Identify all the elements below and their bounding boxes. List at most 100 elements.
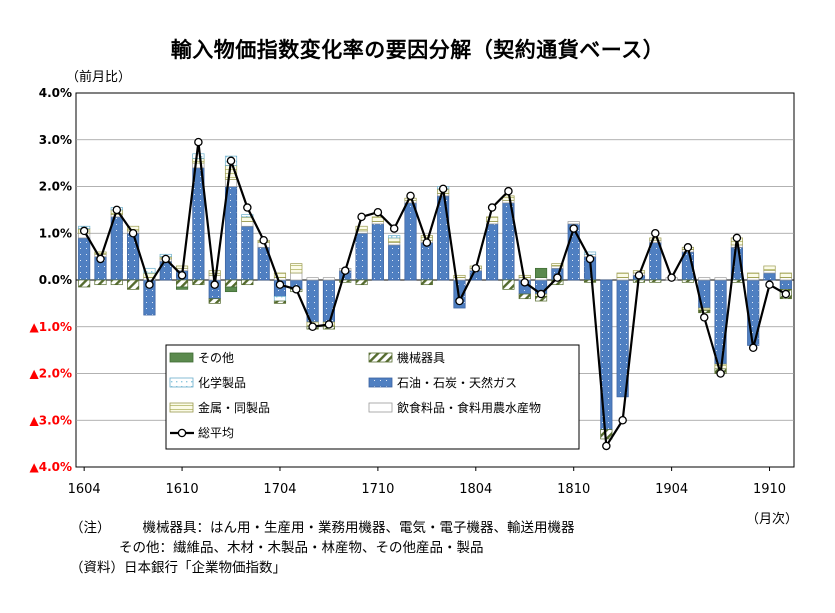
total-point <box>553 273 562 282</box>
bar-oil <box>110 216 123 281</box>
total-point <box>324 320 334 329</box>
bar-machinery <box>339 279 352 283</box>
legend-label-oil: 石油・石炭・天然ガス <box>397 375 517 390</box>
x-tick-label: 1604 <box>68 482 101 497</box>
note-machinery-definition: 機械器具：はん用・生産用・業務用機器、電気・電子機器、輸送用機器 <box>142 520 575 536</box>
y-tick-label: ▲1.0% <box>29 320 72 334</box>
note-line-1: （注） 機械器具：はん用・生産用・業務用機器、電気・電子機器、輸送用機器 <box>70 518 575 538</box>
total-point <box>275 280 285 289</box>
chart-notes: （注） 機械器具：はん用・生産用・業務用機器、電気・電子機器、輸送用機器 その他：… <box>70 518 575 578</box>
legend-swatch-chemical <box>169 377 194 388</box>
total-point <box>585 254 595 264</box>
bar-oil <box>355 232 368 281</box>
y-unit-label: （前月比） <box>66 70 132 85</box>
bar-machinery <box>224 279 238 288</box>
total-point <box>145 280 154 289</box>
bar-oil <box>78 237 91 281</box>
total-point <box>602 441 611 451</box>
bar-oil <box>127 232 140 281</box>
x-tick-label: 1704 <box>263 482 296 497</box>
bar-metal <box>747 272 760 279</box>
legend-label-other: その他 <box>198 351 234 365</box>
total-point <box>455 296 464 306</box>
bar-machinery <box>110 279 123 286</box>
x-tick-label: 1710 <box>361 482 394 497</box>
chart-title: 輸入物価指数変化率の要因分解（契約通貨ベース） <box>170 38 665 62</box>
bar-machinery <box>127 279 140 290</box>
total-point <box>651 228 660 238</box>
total-point <box>667 273 676 282</box>
total-point <box>504 186 513 196</box>
x-tick-label: 1910 <box>753 482 786 497</box>
legend-swatch-food <box>368 402 393 413</box>
bar-food <box>747 277 760 281</box>
legend-swatch-machinery <box>368 352 393 363</box>
bar-machinery <box>583 279 597 283</box>
bar-food <box>763 270 776 274</box>
total-point <box>308 322 317 331</box>
note-line-3: （資料）日本銀行「企業物価指数」 <box>70 558 575 578</box>
bar-metal <box>763 265 776 272</box>
legend-label-total: 総平均 <box>198 426 234 440</box>
bar-metal <box>453 274 466 279</box>
bar-food <box>371 221 384 225</box>
bar-metal <box>290 263 303 274</box>
bar-metal <box>192 158 205 164</box>
total-point <box>112 205 122 215</box>
total-point <box>471 264 481 273</box>
legend-swatch-other <box>169 352 194 363</box>
bar-food <box>779 277 792 281</box>
legend-label-machinery: 機械器具 <box>397 350 445 365</box>
y-tick-label: 1.0% <box>39 226 72 240</box>
bar-oil <box>779 279 792 290</box>
total-point <box>634 271 644 280</box>
bar-metal <box>355 225 368 232</box>
bar-metal <box>388 237 401 243</box>
bar-metal <box>273 272 287 279</box>
total-point <box>536 289 546 299</box>
total-point <box>520 278 530 287</box>
total-point <box>357 212 366 222</box>
y-tick-label: ▲2.0% <box>29 367 72 381</box>
x-tick-label: 1904 <box>655 482 688 497</box>
bar-machinery <box>208 298 221 304</box>
bar-food <box>273 277 287 281</box>
bar-chemical <box>583 251 597 255</box>
total-point <box>389 224 399 233</box>
total-point <box>194 137 203 147</box>
bar-machinery <box>94 279 107 286</box>
total-point <box>128 228 138 238</box>
note-prefix: （注） <box>70 520 111 536</box>
note-other-definition: その他：繊維品、木材・木製品・林産物、その他産品・製品 <box>119 540 484 556</box>
y-tick-label: 4.0% <box>39 86 72 100</box>
bar-oil <box>371 223 384 281</box>
y-tick-label: ▲4.0% <box>29 460 72 474</box>
bar-food <box>241 221 254 227</box>
legend-swatch-total-point <box>177 428 187 438</box>
bar-metal <box>649 237 662 241</box>
bar-oil <box>486 223 499 281</box>
bar-food <box>567 221 580 225</box>
bar-machinery <box>420 279 433 286</box>
total-point <box>748 343 758 353</box>
total-point <box>292 285 301 294</box>
y-tick-label: 3.0% <box>39 133 72 147</box>
bar-machinery <box>681 279 694 283</box>
bar-machinery <box>649 279 662 283</box>
total-point <box>406 191 415 201</box>
y-tick-label: 2.0% <box>39 180 72 194</box>
bar-food <box>322 277 335 281</box>
bar-machinery <box>78 279 91 288</box>
legend-label-chemical: 化学製品 <box>198 375 246 390</box>
bar-food <box>535 277 548 281</box>
bar-food <box>388 242 401 246</box>
x-unit-label: （月次） <box>746 512 799 527</box>
bar-metal <box>698 307 711 311</box>
bar-oil <box>404 202 417 281</box>
bar-machinery <box>502 279 515 290</box>
bar-oil <box>437 195 450 281</box>
bar-other <box>224 286 238 293</box>
total-point <box>781 289 791 299</box>
